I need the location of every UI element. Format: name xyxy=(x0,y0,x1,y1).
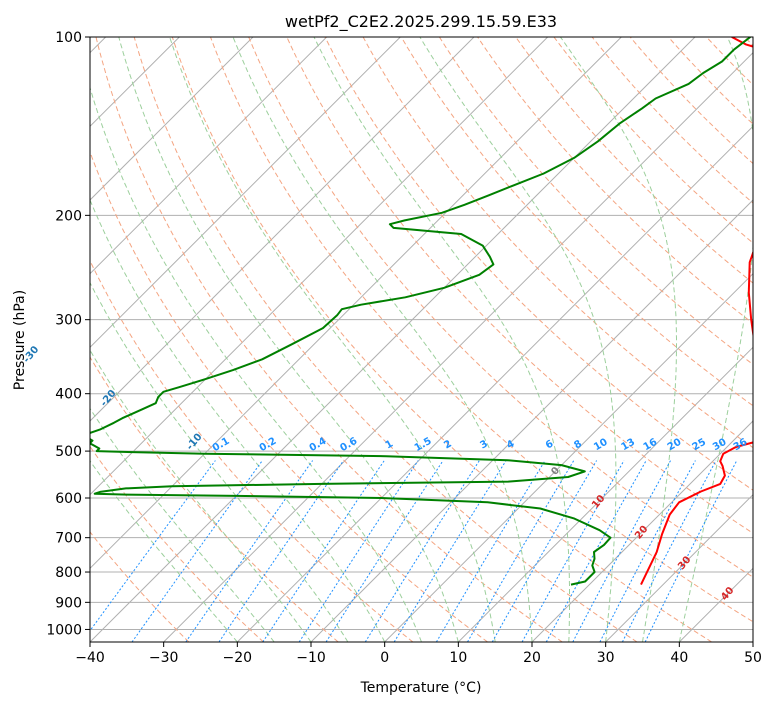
dry-adiabat-line xyxy=(90,259,414,642)
isotherm-line xyxy=(384,272,753,642)
mixing-ratio-line xyxy=(621,460,717,642)
isotherm-line xyxy=(90,37,254,201)
profiles xyxy=(90,37,753,586)
x-tick-label: 0 xyxy=(380,650,389,666)
dry-adiabat-line xyxy=(248,37,753,578)
dry-adiabat-line xyxy=(400,37,753,407)
mixing-ratio-label: 2 xyxy=(442,438,454,451)
y-tick-label: 700 xyxy=(55,531,82,547)
isotherm-line xyxy=(236,125,753,642)
isotherm-line xyxy=(90,37,475,422)
dry-adiabat-line xyxy=(210,37,753,623)
x-tick-label: 10 xyxy=(449,650,467,666)
isotherm-line xyxy=(163,51,753,642)
isotherm-line xyxy=(605,493,753,642)
mixing-ratio-label: 3 xyxy=(478,438,490,451)
y-tick-label: 600 xyxy=(55,491,82,507)
x-tick-label: 40 xyxy=(670,650,688,666)
dewpoint-profile xyxy=(90,37,751,586)
isotherm-line xyxy=(90,37,622,570)
y-tick-label: 1000 xyxy=(46,622,82,638)
temperature-profile xyxy=(640,37,753,586)
y-axis-label: Pressure (hPa) xyxy=(12,290,28,390)
y-tick-label: 500 xyxy=(55,444,82,460)
x-tick-label: −30 xyxy=(149,650,179,666)
mixing-ratio-line xyxy=(435,460,546,642)
mixing-ratio-line xyxy=(218,460,344,642)
dry-adiabat-line xyxy=(362,37,753,449)
y-tick-label: 900 xyxy=(55,595,82,611)
dry-adiabat-line xyxy=(553,37,753,244)
dry-adiabat-line xyxy=(90,531,190,642)
moist-adiabat-line xyxy=(90,407,275,642)
y-tick-label: 800 xyxy=(55,565,82,581)
mixing-ratio-label: 1 xyxy=(384,438,396,451)
plot-frame xyxy=(89,36,754,643)
mixing-ratio-line xyxy=(393,460,507,642)
dry-adiabat-line xyxy=(95,37,563,642)
isotherm-line xyxy=(457,346,753,642)
x-tick-label: −10 xyxy=(296,650,326,666)
mixing-ratio-label: 8 xyxy=(572,438,584,451)
moist-adiabat-line xyxy=(90,198,386,642)
reference-lines xyxy=(90,37,753,642)
moist-adiabat-line xyxy=(419,37,617,642)
isotherm-line xyxy=(90,37,328,275)
isotherm-line xyxy=(90,37,696,642)
chart-title: wetPf2_C2E2.2025.299.15.59.E33 xyxy=(285,12,557,32)
moist-adiabat-line xyxy=(90,85,422,642)
mixing-ratio-label: 6 xyxy=(544,438,556,451)
moist-adiabat-line xyxy=(313,37,570,642)
isotherm-line xyxy=(531,420,753,642)
mixing-ratio-line xyxy=(298,460,419,642)
dry-adiabat-line xyxy=(324,37,753,491)
moist-adiabat-line xyxy=(169,37,496,642)
mixing-ratio-line xyxy=(521,460,625,642)
moist-adiabat-line xyxy=(118,37,459,642)
y-tick-label: 100 xyxy=(55,30,82,46)
isotherm-line xyxy=(90,37,401,349)
dry-adiabat-line xyxy=(591,37,753,204)
dry-adiabat-line xyxy=(171,37,712,642)
mixing-ratio-line xyxy=(185,460,314,642)
mixing-ratio-line xyxy=(644,460,738,642)
y-tick-label: 300 xyxy=(55,313,82,329)
x-tick-label: −40 xyxy=(75,650,105,666)
y-tick-label: 400 xyxy=(55,387,82,403)
mixing-ratio-line xyxy=(262,460,385,642)
x-tick-label: −20 xyxy=(223,650,253,666)
mixing-ratio-line xyxy=(90,460,216,632)
moist-adiabat-line xyxy=(90,349,312,642)
dry-adiabat-line xyxy=(477,37,753,325)
moist-adiabat-line xyxy=(90,281,349,642)
mixing-ratio-line xyxy=(491,460,598,642)
dry-adiabat-line xyxy=(90,150,488,642)
moist-adiabat-line xyxy=(559,37,677,642)
moist-adiabat-line xyxy=(232,37,533,642)
dry-adiabat-line xyxy=(133,37,638,642)
x-tick-label: 20 xyxy=(523,650,541,666)
isotherm-line xyxy=(90,37,549,496)
axis-ticks: −40 −30 −20 −10 0 10 20 30 40 50 100 200 300 400 500 60… xyxy=(46,30,762,666)
x-tick-label: 50 xyxy=(744,650,762,666)
mixing-ratio-line xyxy=(599,460,696,642)
dry-adiabat-line xyxy=(286,37,753,534)
y-tick-label: 200 xyxy=(55,208,82,224)
x-tick-label: 30 xyxy=(597,650,615,666)
mixing-ratio-label: 4 xyxy=(505,438,517,451)
mixing-ratio-line xyxy=(467,460,575,642)
x-axis-label: Temperature (°C) xyxy=(360,680,482,696)
mixing-ratio-line xyxy=(545,460,647,642)
moist-adiabat-line xyxy=(90,460,238,642)
dry-adiabat-line xyxy=(438,37,753,365)
mixing-ratio-line xyxy=(131,460,263,642)
